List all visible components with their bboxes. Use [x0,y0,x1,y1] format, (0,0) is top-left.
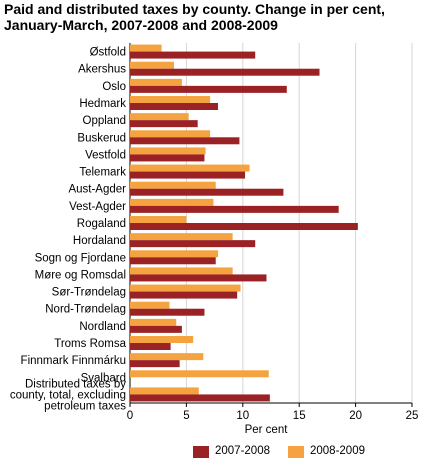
category-label-m-re-og-romsdal: Møre og Romsdal [35,269,126,281]
bar-2007-2008-troms-romsa [130,343,171,350]
category-label-vest-agder: Vest-Agder [69,201,126,213]
bar-2007-2008-oslo [130,85,287,93]
bar-2007-2008-rogaland [130,223,358,230]
x-tick-label-10: 10 [236,410,249,422]
bar-2007-2008-stfold [130,51,256,59]
category-label-buskerud: Buskerud [77,132,126,144]
category-label-akershus: Akershus [78,64,126,76]
bar-2008-2009-hedmark [130,96,211,103]
category-label-s-r-tr-ndelag: Sør-Trøndelag [52,287,126,299]
bar-2008-2009-finnmark-finnma-rku [130,353,204,361]
category-label-rogaland: Rogaland [77,218,126,230]
bar-2007-2008-sogn-og-fjordane [130,257,216,265]
category-label-hordaland: Hordaland [73,235,126,247]
category-label-oslo: Oslo [102,81,126,93]
category-label-finnmark-finnma-rku: Finnmark Finnmárku [21,355,126,367]
bar-2008-2009-nord-tr-ndelag [130,301,170,309]
bar-2007-2008-buskerud [130,137,240,145]
bar-2008-2009-sogn-og-fjordane [130,250,218,258]
legend-swatch-2008-2009 [288,446,304,458]
bar-2008-2009-oslo [130,78,182,86]
bar-2007-2008-telemark [130,171,246,179]
bar-2007-2008-nord-tr-ndelag [130,308,205,316]
category-label-aust-agder: Aust-Agder [68,184,126,196]
x-tick-label-0: 0 [127,410,133,422]
x-tick-label-20: 20 [349,410,362,422]
bar-2007-2008-vestfold [130,154,205,162]
chart-title-line-1: Paid and distributed taxes by county. Ch… [4,1,385,17]
bar-series [130,44,358,402]
legend-label-2007-2008: 2007-2008 [215,445,270,457]
bar-2007-2008-hedmark [130,103,218,110]
bar-2008-2009-stfold [130,44,162,52]
bar-chart: Østfold Akershus Oslo Hedmark Oppland Buskeru… [10,43,419,436]
bar-2007-2008-vest-agder [130,205,339,213]
bar-2007-2008-finnmark-finnma-rku [130,360,180,368]
bar-2007-2008-distributed-taxes-by-county-total-excluding-petroleum-taxes [130,394,270,402]
bar-2008-2009-svalbard [130,370,269,378]
x-tick-label-15: 15 [293,410,306,422]
x-axis-label: Per cent [245,424,289,436]
category-label-nord-tr-ndelag: Nord-Trøndelag [45,304,126,316]
bar-2008-2009-oppland [130,113,189,121]
bar-2008-2009-distributed-taxes-by-county-total-excluding-petroleum-taxes [130,387,199,395]
category-label-telemark: Telemark [79,167,126,179]
bar-2007-2008-s-r-tr-ndelag [130,291,238,299]
bar-2008-2009-vest-agder [130,198,214,206]
bar-2008-2009-aust-agder [130,181,216,189]
bar-2008-2009-vestfold [130,147,206,155]
legend-label-2008-2009: 2008-2009 [310,445,365,457]
bar-2007-2008-m-re-og-romsdal [130,274,267,282]
chart-title: Paid and distributed taxes by county. Ch… [4,1,424,33]
x-tick-label-25: 25 [406,410,419,422]
x-tick-label-5: 5 [183,410,189,422]
bar-2007-2008-akershus [130,68,320,76]
category-label-vestfold: Vestfold [85,149,126,161]
bar-2008-2009-akershus [130,61,174,69]
bar-2008-2009-buskerud [130,130,211,138]
bar-2007-2008-aust-agder [130,188,284,196]
bar-2008-2009-s-r-tr-ndelag [130,284,241,292]
category-label-nordland: Nordland [79,321,126,333]
category-label-oppland: Oppland [83,115,126,127]
bar-2008-2009-troms-romsa [130,336,194,343]
bar-2008-2009-telemark [130,164,250,172]
category-labels: Østfold Akershus Oslo Hedmark Oppland Buskeru… [10,47,127,413]
legend-swatch-2007-2008 [193,446,209,458]
bar-2008-2009-rogaland [130,216,187,223]
bar-2008-2009-hordaland [130,233,233,241]
category-label-sogn-og-fjordane: Sogn og Fjordane [35,252,126,264]
bar-2007-2008-hordaland [130,240,256,248]
category-label-stfold: Østfold [90,47,126,59]
bar-2007-2008-nordland [130,325,182,333]
category-label-svalbard: Svalbard [81,372,126,384]
category-label-distributed-taxes-by-county-total-excluding-petroleum-taxes: Distributed taxes by county, total, exclu… [10,378,126,412]
bar-2008-2009-nordland [130,318,177,326]
chart-title-line-2: January-March, 2007-2008 and 2008-2009 [4,17,278,33]
bar-2007-2008-oppland [130,120,198,128]
bar-2008-2009-m-re-og-romsdal [130,267,233,275]
category-label-troms-romsa: Troms Romsa [54,338,126,350]
category-label-hedmark: Hedmark [79,98,126,110]
x-tick-labels: 0 5 10 15 20 25 [127,403,419,422]
